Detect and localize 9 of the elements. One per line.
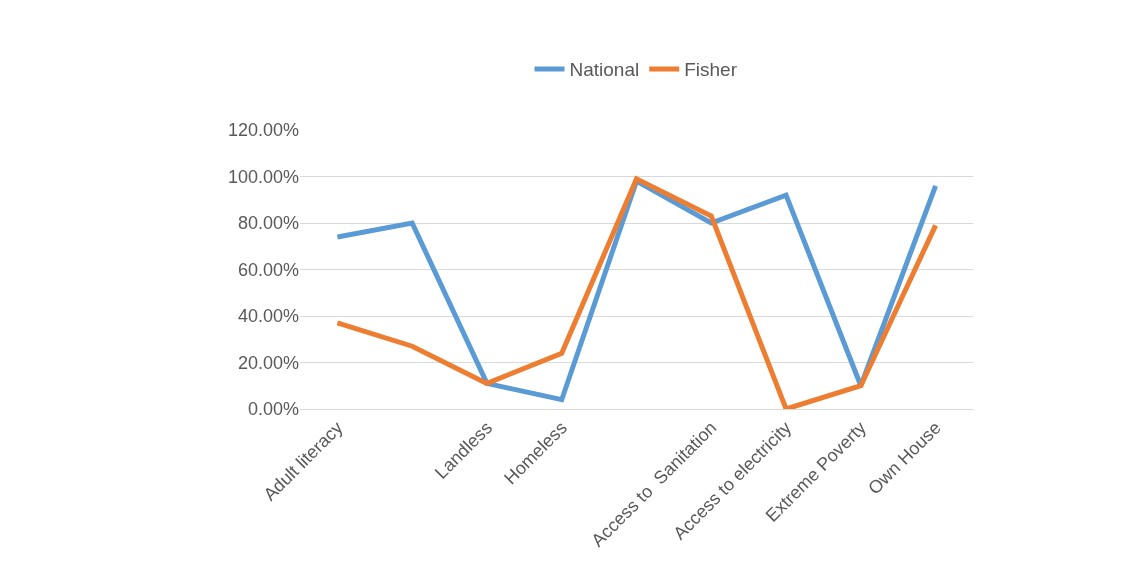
y-tick-label: 60.00%	[237, 259, 299, 280]
legend-label: Fisher	[684, 59, 738, 81]
y-tick-label: 100.00%	[227, 166, 299, 187]
y-tick-label: 40.00%	[237, 306, 299, 327]
y-tick-label: 20.00%	[237, 352, 299, 373]
legend-label: National	[569, 59, 640, 81]
y-tick-label: 0.00%	[247, 399, 299, 420]
y-tick-label: 80.00%	[237, 213, 299, 234]
y-tick-label: 120.00%	[227, 120, 299, 141]
